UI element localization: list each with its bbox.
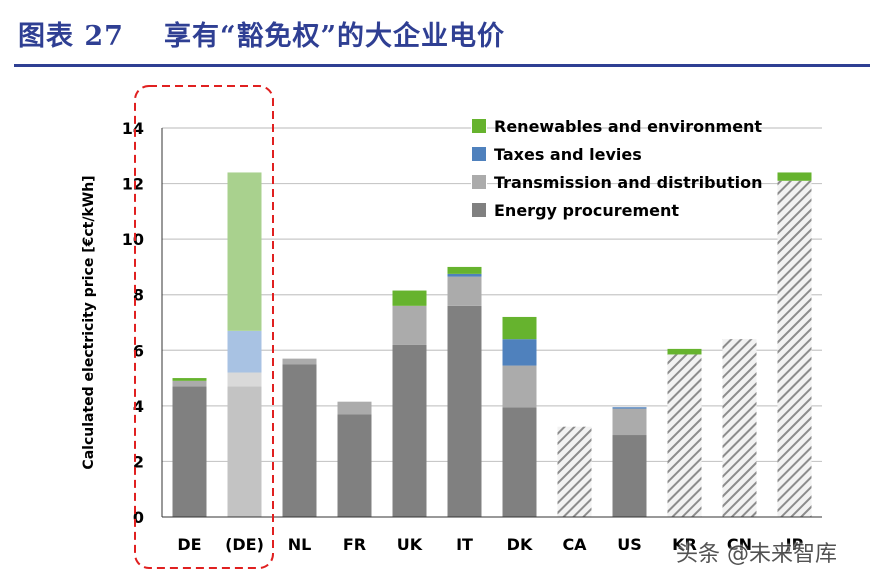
bar-segment-de [172, 380, 207, 387]
x-tick-label: DK [507, 535, 533, 554]
legend-swatch [472, 175, 486, 189]
axes: 0 2 4 6 8 10 12 14 Calculated electricity price … [81, 119, 822, 554]
bar-segment-dk [502, 365, 537, 408]
bar-segment-nl [282, 358, 317, 365]
x-tick-label: FR [343, 535, 366, 554]
bar-segment-de [227, 172, 262, 331]
x-tick-label: CN [727, 535, 752, 554]
legend-label: Taxes and levies [494, 145, 642, 164]
x-tick-label: KR [672, 535, 697, 554]
legend-swatch [472, 147, 486, 161]
x-tick-label: JP [785, 535, 804, 554]
bar-segment-fr [337, 401, 372, 415]
bar-aggregate-kr [667, 354, 702, 517]
bar-segment-dk [502, 407, 537, 517]
bar-segment-de [172, 386, 207, 517]
bar-segment-it [447, 276, 482, 306]
legend: Renewables and environment Taxes and levi… [471, 117, 762, 220]
y-tick-label: 0 [133, 508, 144, 527]
x-tick-label: CA [562, 535, 587, 554]
bar-segment-us [612, 408, 647, 436]
legend-swatch [472, 203, 486, 217]
legend-label: Renewables and environment [494, 117, 762, 136]
y-tick-label: 6 [133, 341, 144, 360]
bar-segment-dk [502, 316, 537, 340]
bar-segment-fr [337, 414, 372, 517]
x-tick-label: IT [456, 535, 473, 554]
x-tick-label: US [617, 535, 642, 554]
bar-segment-us [612, 407, 647, 409]
bar-renewables-jp [777, 172, 812, 181]
y-tick-label: 8 [133, 286, 144, 305]
bar-segment-uk [392, 290, 427, 306]
bar-aggregate-cn [722, 339, 757, 517]
x-tick-label: UK [397, 535, 423, 554]
bar-segment-uk [392, 344, 427, 517]
y-tick-label: 10 [122, 230, 144, 249]
y-axis-label: Calculated electricity price [€ct/kWh] [81, 175, 97, 469]
bar-segment-it [447, 273, 482, 277]
title-rule [14, 64, 870, 67]
bar-segment-uk [392, 305, 427, 345]
bar-segment-nl [282, 364, 317, 517]
highlight-box [134, 85, 274, 569]
bars [172, 172, 812, 518]
figure-label: 图表 27 [18, 21, 124, 52]
bar-segment-us [612, 435, 647, 517]
figure-title-row: 图表 27 享有“豁免权”的大企业电价 [18, 14, 505, 53]
y-tick-label: 14 [122, 119, 144, 138]
legend-label: Transmission and distribution [494, 173, 762, 192]
x-tick-label: DE [177, 535, 201, 554]
bar-segment-it [447, 266, 482, 274]
bar-segment-it [447, 305, 482, 517]
bar-segment-dk [502, 339, 537, 366]
bar-segment-de [227, 330, 262, 373]
x-tick-label: NL [288, 535, 312, 554]
y-tick-label: 4 [133, 397, 144, 416]
bar-segment-de [172, 378, 207, 381]
bar-aggregate-jp [777, 180, 812, 518]
legend-swatch [472, 119, 486, 133]
legend-label: Energy procurement [494, 201, 679, 220]
watermark: 头条 @未来智库 [676, 542, 837, 567]
bar-segment-de [227, 386, 262, 517]
y-tick-label: 2 [133, 452, 144, 471]
x-tick-label: (DE) [225, 535, 264, 554]
y-tick-label: 12 [122, 175, 144, 194]
bar-segment-de [227, 372, 262, 387]
bar-aggregate-ca [557, 426, 592, 517]
bar-renewables-kr [667, 348, 702, 355]
figure-title: 享有“豁免权”的大企业电价 [163, 21, 506, 52]
